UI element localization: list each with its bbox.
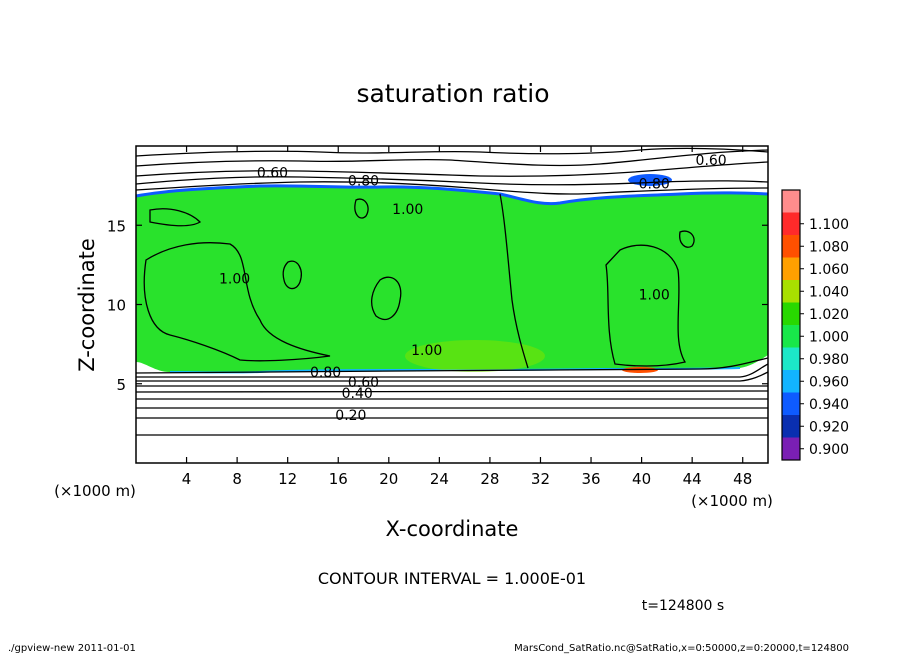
- contour-line: [135, 390, 769, 393]
- x-tick-label: 28: [480, 470, 499, 488]
- contour-line: [370, 276, 402, 321]
- contour-label: 0.20: [335, 408, 366, 424]
- colorbar-swatch: [782, 370, 800, 393]
- contour-label: 1.00: [411, 343, 442, 359]
- x-tick-label: 32: [531, 470, 550, 488]
- x-tick-label: 16: [329, 470, 348, 488]
- contour-interval: CONTOUR INTERVAL = 1.000E-01: [318, 569, 586, 588]
- colorbar-frame: [781, 189, 801, 461]
- y-tick-label: 5: [116, 376, 126, 394]
- contour-line: [143, 242, 331, 362]
- contour-label: 0.80: [310, 365, 341, 381]
- contour-label: 0.60: [348, 375, 379, 391]
- contour-label: 0.80: [639, 177, 670, 193]
- contour-label: 0.60: [257, 166, 288, 182]
- x-tick-label: 48: [733, 470, 752, 488]
- colorbar-label: 0.940: [809, 397, 849, 413]
- contour-line: [135, 176, 769, 186]
- contour-label: 0.40: [342, 386, 373, 402]
- colorbar-label: 1.080: [809, 239, 849, 255]
- colorbar-label: 1.000: [809, 329, 849, 345]
- colorbar-label: 1.060: [809, 262, 849, 278]
- contour-label: 1.00: [392, 202, 423, 218]
- colorbar-swatch: [782, 302, 800, 325]
- contour-line: [135, 161, 769, 177]
- colorbar-label: 0.900: [809, 442, 849, 458]
- plot-area: 0.60 0.80 0.60 0.80 1.00 1.00 1.00 1.00 0.80 0.60…: [135, 145, 769, 464]
- contour-labels: 0.60 0.80 0.60 0.80 1.00 1.00 1.00 1.00 0.80 0.60…: [219, 153, 727, 424]
- x-unit-right: (×1000 m): [691, 492, 773, 510]
- field-region: [136, 185, 768, 373]
- x-tick-label: 4: [182, 470, 192, 488]
- colorbar: 0.900 0.920 0.940 0.960 0.980 1.000 1.020 1.040…: [781, 189, 849, 461]
- contour-label: 1.00: [639, 288, 670, 304]
- field-low-sat-band: [135, 184, 769, 206]
- contour-label: 1.00: [219, 272, 250, 288]
- colorbar-label: 0.960: [809, 374, 849, 390]
- y-axis-label: Z-coordinate: [75, 238, 99, 372]
- contour-line: [135, 147, 769, 157]
- contour-line: [354, 198, 369, 219]
- y-tick-label: 15: [107, 217, 126, 235]
- colorbar-swatch: [782, 437, 800, 460]
- contour-line: [499, 193, 529, 369]
- colorbar-label: 0.920: [809, 419, 849, 435]
- x-unit-left: (×1000 m): [54, 482, 136, 500]
- y-tick-label: 10: [107, 297, 126, 315]
- footer-left: ./gpview-new 2011-01-01: [8, 643, 136, 654]
- colorbar-swatch: [782, 257, 800, 280]
- x-tick-label: 40: [632, 470, 651, 488]
- colorbar-swatch: [782, 415, 800, 438]
- x-tick-label: 8: [232, 470, 242, 488]
- chart-title: saturation ratio: [356, 79, 549, 108]
- footer-right: MarsCond_SatRatio.nc@SatRatio,x=0:50000,…: [514, 643, 849, 654]
- x-tick-label: 20: [379, 470, 398, 488]
- x-tick-label: 36: [581, 470, 600, 488]
- field-gradient-patch: [405, 340, 545, 372]
- contour-line: [149, 208, 202, 227]
- contour-line: [135, 181, 769, 195]
- contour-label: 0.80: [348, 173, 379, 189]
- colorbar-swatch: [782, 392, 800, 415]
- x-tick-label: 12: [278, 470, 297, 488]
- x-axis: 4 8 12 16 20 24 28 32 36 40 44 48: [182, 146, 752, 488]
- colorbar-swatch: [782, 212, 800, 235]
- contour-lines: [135, 147, 769, 436]
- contour-line: [135, 357, 769, 374]
- y-axis: 5 10 15: [107, 217, 768, 394]
- colorbar-label: 1.100: [809, 217, 849, 233]
- colorbar-label: 1.040: [809, 284, 849, 300]
- colorbar-swatch: [782, 325, 800, 348]
- x-tick-label: 24: [430, 470, 449, 488]
- x-tick-label: 44: [683, 470, 702, 488]
- colorbar-swatch: [782, 190, 800, 213]
- colorbar-swatch: [782, 235, 800, 258]
- contour-line: [135, 149, 769, 167]
- contour-line: [136, 363, 769, 378]
- colorbar-swatch: [782, 347, 800, 370]
- contour-label: 0.60: [696, 153, 727, 169]
- contour-line: [679, 230, 695, 248]
- colorbar-label: 0.980: [809, 352, 849, 368]
- x-axis-label: X-coordinate: [386, 517, 519, 541]
- contour-line: [605, 244, 687, 367]
- contour-line: [136, 371, 769, 382]
- contour-line: [282, 260, 302, 290]
- time-label: t=124800 s: [642, 598, 724, 614]
- colorbar-swatch: [782, 280, 800, 303]
- colorbar-label: 1.020: [809, 307, 849, 323]
